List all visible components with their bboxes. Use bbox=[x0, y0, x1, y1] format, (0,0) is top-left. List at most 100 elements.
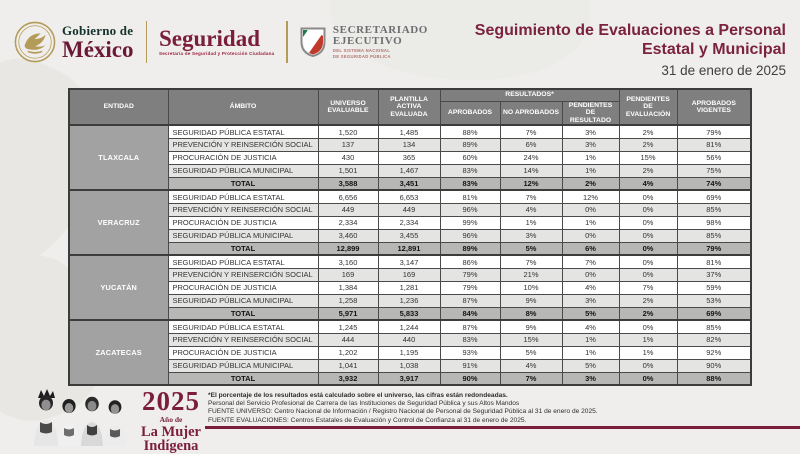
plantilla-cell: 449 bbox=[377, 202, 441, 217]
aprobados-vigentes-cell: 81% bbox=[676, 254, 752, 269]
pendientes-resultado-cell: 0% bbox=[561, 267, 620, 282]
total-aprobados-cell: 89% bbox=[439, 241, 501, 256]
total-aprobados-cell: 84% bbox=[439, 306, 501, 321]
aprobados-cell: 79% bbox=[439, 267, 501, 282]
universo-cell: 2,334 bbox=[317, 215, 379, 230]
plantilla-cell: 2,334 bbox=[377, 215, 441, 230]
aprobados-vigentes-cell: 81% bbox=[676, 137, 752, 152]
aprobados-vigentes-cell: 85% bbox=[676, 202, 752, 217]
table-row: SEGURIDAD PÚBLICA MUNICIPAL 1,041 1,038 91%… bbox=[69, 358, 752, 373]
total-pendientes-evaluacion-cell: 2% bbox=[618, 306, 678, 321]
aprobados-cell: 87% bbox=[439, 319, 501, 334]
pendientes-resultado-cell: 3% bbox=[561, 137, 620, 152]
aprobados-vigentes-cell: 75% bbox=[676, 163, 752, 178]
no-aprobados-cell: 7% bbox=[499, 189, 563, 204]
total-pendientes-resultado-cell: 2% bbox=[561, 176, 620, 191]
total-row: TOTAL 3,932 3,917 90% 7% 3% 0% 88% bbox=[69, 371, 752, 386]
evaluations-table: ENTIDAD ÁMBITO UNIVERSO EVALUABLE PLANTI… bbox=[68, 88, 753, 387]
ambito-cell: PROCURACIÓN DE JUSTICIA bbox=[167, 150, 319, 165]
secretariado-ejecutivo-logo: SECRETARIADO EJECUTIVO DEL SISTEMA NACIO… bbox=[300, 24, 428, 59]
no-aprobados-cell: 7% bbox=[499, 254, 563, 269]
aprobados-cell: 60% bbox=[439, 150, 501, 165]
pendientes-evaluacion-cell: 0% bbox=[618, 358, 678, 373]
footnote-fuente-evaluaciones: FUENTE EVALUACIONES: Centros Estatales d… bbox=[208, 416, 527, 424]
no-aprobados-cell: 14% bbox=[499, 163, 563, 178]
gobierno-de-label: Gobierno de bbox=[62, 22, 134, 38]
seguridad-subtitle: Secretaría de Seguridad y Protección Ciu… bbox=[159, 51, 275, 57]
aprobados-vigentes-cell: 53% bbox=[676, 293, 752, 308]
col-header-no-aprobados: NO APROBADOS bbox=[499, 100, 563, 126]
aprobados-cell: 86% bbox=[439, 254, 501, 269]
no-aprobados-cell: 4% bbox=[499, 358, 563, 373]
aprobados-vigentes-cell: 56% bbox=[676, 150, 752, 165]
aprobados-cell: 87% bbox=[439, 293, 501, 308]
pendientes-resultado-cell: 3% bbox=[561, 293, 620, 308]
entidad-cell: YUCATÁN bbox=[68, 254, 169, 321]
pendientes-evaluacion-cell: 0% bbox=[618, 189, 678, 204]
table-row: PROCURACIÓN DE JUSTICIA 2,334 2,334 99% 1% 1%… bbox=[69, 215, 752, 230]
header-divider bbox=[286, 21, 288, 63]
ambito-cell: PROCURACIÓN DE JUSTICIA bbox=[167, 215, 319, 230]
table-row: SEGURIDAD PÚBLICA MUNICIPAL 1,501 1,467 83%… bbox=[69, 163, 752, 178]
table-row: YUCATÁN SEGURIDAD PÚBLICA ESTATAL 3,160 3,1… bbox=[68, 254, 752, 321]
no-aprobados-cell: 6% bbox=[499, 137, 563, 152]
col-header-entidad: ENTIDAD bbox=[68, 88, 169, 126]
table-row: PROCURACIÓN DE JUSTICIA 430 365 60% 24% 1% 15%… bbox=[69, 150, 752, 165]
total-row: TOTAL 3,588 3,451 83% 12% 2% 4% 74% bbox=[69, 176, 752, 191]
plantilla-cell: 134 bbox=[377, 137, 441, 152]
pendientes-evaluacion-cell: 2% bbox=[618, 293, 678, 308]
plantilla-cell: 365 bbox=[377, 150, 441, 165]
secretariado-subtitle-2: DE SEGURIDAD PÚBLICA bbox=[332, 54, 391, 59]
ambito-cell: SEGURIDAD PÚBLICA MUNICIPAL bbox=[167, 163, 319, 178]
pendientes-evaluacion-cell: 0% bbox=[618, 254, 678, 269]
gobierno-mexico-eagle-icon bbox=[14, 21, 56, 63]
pendientes-evaluacion-cell: 2% bbox=[618, 163, 678, 178]
universo-cell: 449 bbox=[317, 202, 379, 217]
report-date: 31 de enero de 2025 bbox=[661, 62, 786, 78]
universo-cell: 444 bbox=[317, 332, 379, 347]
secretariado-subtitle-1: DEL SISTEMA NACIONAL bbox=[332, 47, 391, 53]
ambito-cell: SEGURIDAD PÚBLICA MUNICIPAL bbox=[167, 228, 319, 243]
ambito-cell: SEGURIDAD PÚBLICA ESTATAL bbox=[167, 254, 319, 269]
plantilla-cell: 1,485 bbox=[377, 124, 441, 139]
total-plantilla-cell: 3,917 bbox=[377, 371, 441, 386]
universo-cell: 169 bbox=[317, 267, 379, 282]
aprobados-cell: 99% bbox=[439, 215, 501, 230]
plantilla-cell: 3,147 bbox=[377, 254, 441, 269]
no-aprobados-cell: 9% bbox=[499, 293, 563, 308]
no-aprobados-cell: 10% bbox=[499, 280, 563, 295]
total-no-aprobados-cell: 8% bbox=[499, 306, 563, 321]
aprobados-cell: 79% bbox=[439, 280, 501, 295]
table-row: PROCURACIÓN DE JUSTICIA 1,202 1,195 93% 5% 1%… bbox=[69, 345, 752, 360]
col-header-pendientes-de-evaluacion: PENDIENTES DE EVALUACIÓN bbox=[618, 88, 678, 126]
no-aprobados-cell: 7% bbox=[499, 124, 563, 139]
no-aprobados-cell: 5% bbox=[499, 345, 563, 360]
table-row: SEGURIDAD PÚBLICA MUNICIPAL 3,460 3,455 96%… bbox=[69, 228, 752, 243]
col-header-plantilla-activa-evaluada: PLANTILLA ACTIVA EVALUADA bbox=[377, 88, 441, 126]
indigena-label: Indígena bbox=[143, 438, 199, 454]
plantilla-cell: 440 bbox=[377, 332, 441, 347]
total-plantilla-cell: 12,891 bbox=[377, 241, 441, 256]
seguridad-logo: Seguridad Secretaría de Seguridad y Prot… bbox=[159, 27, 274, 57]
total-aprobados-vigentes-cell: 88% bbox=[676, 371, 752, 386]
pendientes-evaluacion-cell: 1% bbox=[618, 345, 678, 360]
total-aprobados-vigentes-cell: 79% bbox=[676, 241, 752, 256]
universo-cell: 1,501 bbox=[317, 163, 379, 178]
footnote-personal: Personal del Servicio Profesional de Car… bbox=[208, 400, 520, 408]
total-pendientes-evaluacion-cell: 0% bbox=[618, 371, 678, 386]
aprobados-vigentes-cell: 90% bbox=[676, 358, 752, 373]
total-pendientes-resultado-cell: 3% bbox=[561, 371, 620, 386]
plantilla-cell: 169 bbox=[377, 267, 441, 282]
plantilla-cell: 1,195 bbox=[377, 345, 441, 360]
ambito-cell: SEGURIDAD PÚBLICA ESTATAL bbox=[167, 319, 319, 334]
report-title-line-2: Estatal y Municipal bbox=[641, 40, 786, 58]
plantilla-cell: 1,038 bbox=[377, 358, 441, 373]
ambito-cell: PROCURACIÓN DE JUSTICIA bbox=[167, 345, 319, 360]
plantilla-cell: 1,236 bbox=[377, 293, 441, 308]
seguridad-title: Seguridad bbox=[159, 26, 260, 52]
year-campaign-block: 2025 Año de La Mujer Indígena bbox=[136, 388, 206, 454]
table-row: PREVENCIÓN Y REINSERCIÓN SOCIAL 449 449 96%… bbox=[69, 202, 752, 217]
indigenous-women-photo bbox=[26, 388, 130, 446]
total-label-cell: TOTAL bbox=[167, 371, 319, 386]
aprobados-vigentes-cell: 85% bbox=[676, 319, 752, 334]
